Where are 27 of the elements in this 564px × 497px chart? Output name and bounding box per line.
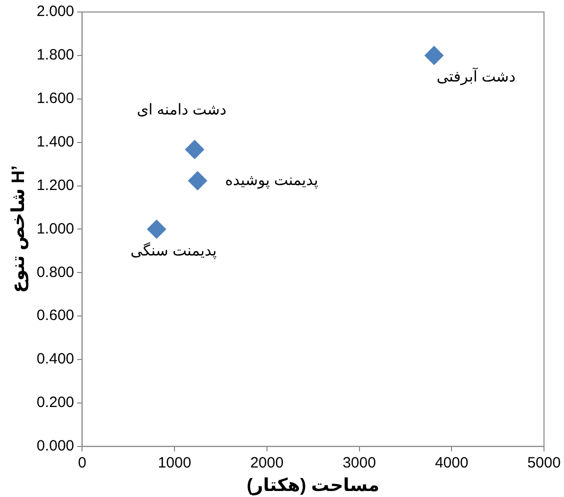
annotation: دشت دامنه ای: [136, 102, 226, 119]
y-tick-label: 1.000: [36, 220, 74, 238]
y-axis-title: شاخص تنوع H’: [8, 165, 29, 294]
annotation: پدیمنت پوشیده: [225, 172, 318, 189]
x-tick-label: 3000: [342, 454, 376, 472]
y-tick-label: 0.400: [36, 350, 74, 368]
y-tick-label: 1.200: [36, 176, 74, 194]
point: [147, 220, 166, 239]
x-tick-label: 2000: [250, 454, 284, 472]
annotation: دشت آبرفتی: [436, 66, 516, 86]
point: [188, 171, 208, 190]
point: [424, 46, 444, 65]
point: [185, 140, 204, 159]
y-tick-label: 0.000: [36, 438, 74, 455]
x-tick-label: 1000: [158, 454, 192, 472]
x-tick-label: 0: [78, 454, 86, 472]
y-tick-label: 2.000: [36, 3, 74, 20]
x-tick-label: 5000: [527, 454, 561, 472]
x-tick-label: 4000: [434, 454, 468, 472]
y-tick-label: 0.800: [36, 264, 74, 281]
y-tick-label: 0.200: [36, 394, 74, 412]
y-tick-label: 1.400: [36, 133, 74, 150]
y-tick-label: 0.600: [36, 307, 74, 324]
x-axis-title: مساحت (هکتار): [246, 475, 380, 496]
y-tick-label: 1.800: [36, 46, 74, 64]
y-tick-label: 1.600: [36, 90, 74, 108]
annotation: پدیمنت سنگی: [130, 241, 217, 260]
